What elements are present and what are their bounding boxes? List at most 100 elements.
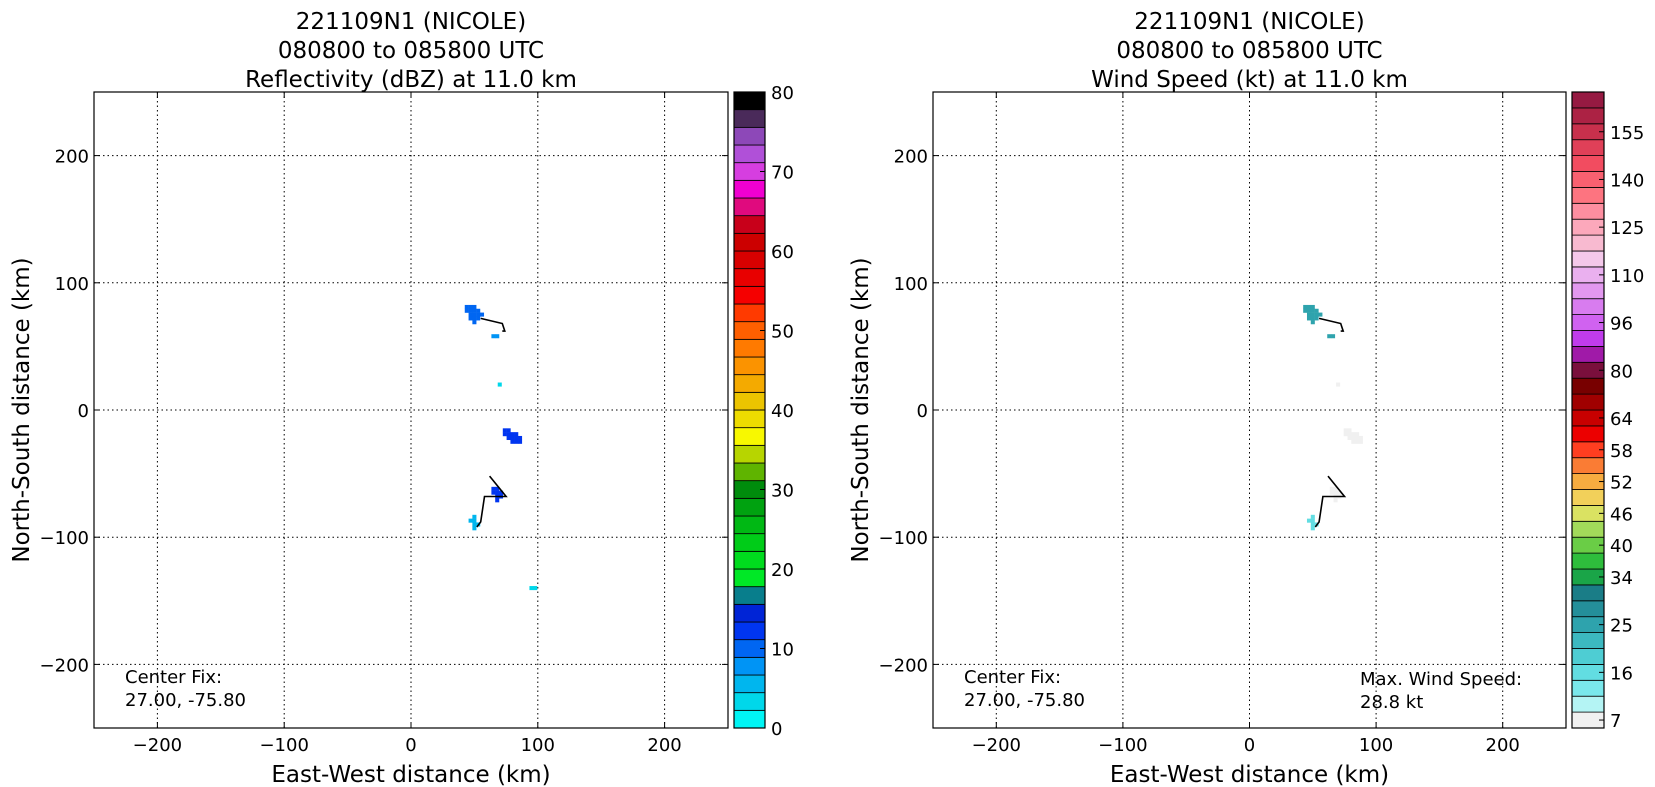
colorbar-segment <box>1571 457 1605 475</box>
x-tick-label: 100 <box>1359 735 1393 756</box>
colorbar-tick-label: 25 <box>1610 616 1633 637</box>
data-cell <box>1310 522 1315 527</box>
y-tick-label: −100 <box>879 528 928 549</box>
data-cluster <box>1306 514 1319 531</box>
colorbar-segment <box>733 179 766 199</box>
data-cell <box>1310 514 1315 519</box>
data-cell <box>1351 439 1356 444</box>
colorbar-segment <box>733 462 766 482</box>
data-cell <box>1336 382 1341 387</box>
colorbar-tick-label: 46 <box>1610 504 1633 525</box>
data-cluster <box>1327 334 1336 339</box>
y-axis-label: North-South distance (km) <box>9 257 35 562</box>
data-cell <box>1329 490 1334 495</box>
data-cell <box>1314 312 1319 317</box>
colorbar-tick-label: 50 <box>771 322 794 343</box>
data-cell <box>476 308 481 313</box>
colorbar-segment <box>733 144 766 164</box>
data-cell <box>510 435 515 441</box>
data-cell <box>472 316 477 321</box>
data-cell <box>472 522 477 527</box>
colorbar-tick-label: 10 <box>771 640 794 661</box>
data-cell <box>468 316 473 321</box>
colorbar-segment <box>733 374 766 393</box>
chart-title-line-1: 221109N1 (NICOLE) <box>296 9 526 35</box>
data-cell <box>1306 304 1312 309</box>
data-cell <box>510 439 515 444</box>
colorbar-tick-label: 80 <box>1610 361 1633 382</box>
data-cell <box>472 320 477 325</box>
data-cell <box>1351 435 1356 441</box>
colorbar-segment <box>733 91 766 111</box>
colorbar-segment <box>733 197 766 217</box>
colorbar-tick-label: 125 <box>1610 218 1644 239</box>
chart-title-line-3: Wind Speed (kt) at 11.0 km <box>1091 67 1408 93</box>
data-cell <box>506 432 511 437</box>
data-cell <box>476 316 481 321</box>
y-tick-label: −200 <box>879 655 928 676</box>
data-cluster <box>1336 382 1341 387</box>
flight-tracks <box>476 317 508 528</box>
data-cell <box>1333 490 1338 495</box>
data-cell <box>1306 308 1312 313</box>
data-cell <box>514 432 519 437</box>
data-cell <box>497 382 502 387</box>
colorbar-segment <box>733 356 766 376</box>
y-axis-label: North-South distance (km) <box>848 257 874 562</box>
colorbar-segment <box>1571 520 1605 538</box>
colorbar-tick-label: 20 <box>771 560 794 581</box>
colorbar-tick-label: 70 <box>771 163 794 184</box>
data-cluster <box>1303 304 1323 325</box>
data-cell <box>472 312 477 317</box>
colorbar-segment <box>733 709 766 729</box>
axis-ticks: −200 −100 0 100 200 −200 −100 0 100 200 <box>40 92 728 756</box>
grid-lines <box>94 92 728 728</box>
data-cell <box>502 432 507 437</box>
y-tick-label: 100 <box>55 274 89 295</box>
center-fix-annotation: Center Fix:27.00, -75.80 <box>125 667 246 711</box>
colorbar: 0 10 20 30 40 50 60 70 80 <box>733 83 794 740</box>
colorbar-segment <box>733 285 766 305</box>
colorbar-segment <box>1571 107 1605 125</box>
y-tick-label: 0 <box>78 401 89 422</box>
data-cell <box>479 312 485 317</box>
x-tick-label: −100 <box>1098 735 1147 756</box>
colorbar-frame <box>1571 91 1605 729</box>
colorbar-tick-label: 96 <box>1610 314 1633 335</box>
colorbar-tick-label: 34 <box>1610 568 1633 589</box>
flight-track-line <box>480 317 506 332</box>
chart-title-line-3: Reflectivity (dBZ) at 11.0 km <box>245 67 577 93</box>
colorbar-segment <box>1571 186 1605 204</box>
data-cell <box>1306 316 1312 321</box>
colorbar-segment <box>1571 345 1605 363</box>
colorbar-segment <box>733 427 766 446</box>
data-cell <box>1351 432 1356 437</box>
colorbar-segment <box>1571 648 1605 665</box>
colorbar-segment <box>1571 91 1605 109</box>
colorbar-segment <box>733 409 766 429</box>
colorbar-segment <box>733 444 766 464</box>
data-cluster <box>464 304 485 325</box>
data-cell <box>502 428 507 433</box>
colorbar-tick-label: 155 <box>1610 123 1644 144</box>
center-fix-line-2: 27.00, -75.80 <box>125 690 246 711</box>
data-cell <box>1303 304 1308 309</box>
axis-ticks: −200 −100 0 100 200 −200 −100 0 100 200 <box>879 92 1566 756</box>
colorbar-tick-label: 140 <box>1610 170 1644 191</box>
data-cell <box>495 490 500 495</box>
data-cell <box>498 490 504 495</box>
data-cell <box>472 518 477 523</box>
data-cell <box>491 490 496 495</box>
data-cluster <box>529 586 538 591</box>
flight-tracks <box>1314 317 1347 528</box>
y-tick-label: −100 <box>40 528 89 549</box>
y-tick-label: 200 <box>894 147 928 168</box>
data-cell <box>491 486 496 491</box>
data-cell <box>472 304 477 309</box>
colorbar-segment <box>1571 298 1605 316</box>
colorbar-segment <box>1571 393 1605 411</box>
x-tick-label: 200 <box>647 735 681 756</box>
chart-panel-1: 221109N1 (NICOLE) 080800 to 085800 UTC Ref… <box>9 9 794 787</box>
data-cell <box>1358 435 1363 441</box>
data-cell <box>468 312 473 317</box>
